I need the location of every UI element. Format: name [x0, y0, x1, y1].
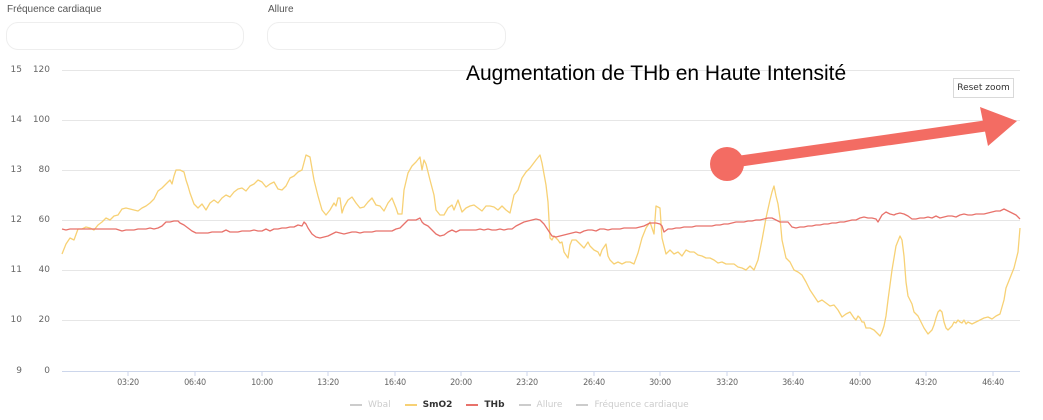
legend-item-smo2[interactable]: SmO2 — [404, 400, 453, 410]
smo2-series-line — [61, 154, 1021, 337]
y-left-tick: 11 — [10, 265, 22, 275]
y-left-tick: 13 — [10, 165, 22, 175]
legend-item-thb[interactable]: THb — [466, 400, 505, 410]
x-tick: 30:00 — [649, 378, 671, 388]
legend-swatch-icon — [404, 404, 417, 406]
legend-item-wbal[interactable]: Wbal — [350, 400, 391, 410]
y-right-tick: 120 — [32, 65, 50, 75]
chart-legend: Wbal SmO2 THb Allure Fréquence cardiaque — [350, 400, 689, 410]
legend-label: Allure — [536, 400, 563, 410]
legend-label: Fréquence cardiaque — [594, 400, 689, 410]
y-right-tick: 20 — [38, 315, 50, 325]
y-right-tick: 0 — [44, 366, 50, 376]
annotation-dot — [710, 147, 744, 181]
y-left-tick: 14 — [10, 115, 22, 125]
y-right-tick: 60 — [38, 215, 50, 225]
x-tick: 13:20 — [317, 378, 339, 388]
legend-label: THb — [484, 400, 505, 410]
legend-swatch-icon — [466, 404, 479, 406]
reset-zoom-button[interactable]: Reset zoom — [953, 78, 1014, 98]
y-left-tick: 10 — [10, 315, 22, 325]
thb-series-line — [61, 208, 1021, 239]
y-left-tick: 12 — [10, 215, 22, 225]
y-left-tick: 15 — [10, 65, 22, 75]
heart-rate-label: Fréquence cardiaque — [7, 4, 102, 15]
pace-label: Allure — [268, 4, 294, 15]
annotation-title: Augmentation de THb en Haute Intensité — [466, 62, 847, 85]
x-tick: 10:00 — [251, 378, 273, 388]
legend-item-allure[interactable]: Allure — [518, 400, 563, 410]
x-tick: 16:40 — [384, 378, 406, 388]
x-tick: 43:20 — [915, 378, 937, 388]
legend-swatch-icon — [576, 404, 589, 406]
legend-item-heart-rate[interactable]: Fréquence cardiaque — [576, 400, 689, 410]
legend-swatch-icon — [350, 404, 362, 406]
x-tick: 23:20 — [516, 378, 538, 388]
y-right-tick: 100 — [32, 115, 50, 125]
x-tick: 36:40 — [782, 378, 804, 388]
x-tick: 46:40 — [982, 378, 1004, 388]
x-tick: 20:00 — [450, 378, 472, 388]
x-tick: 03:20 — [117, 378, 139, 388]
legend-label: Wbal — [368, 400, 391, 410]
x-tick: 26:40 — [583, 378, 605, 388]
heart-rate-input[interactable] — [6, 22, 244, 50]
grid-lines — [62, 70, 1020, 321]
legend-swatch-icon — [518, 404, 531, 406]
pace-input[interactable] — [267, 22, 506, 50]
y-right-tick: 80 — [38, 165, 50, 175]
x-axis-ticks — [127, 371, 994, 376]
y-right-tick: 40 — [38, 265, 50, 275]
x-tick: 06:40 — [184, 378, 206, 388]
annotation-arrow — [710, 107, 1017, 181]
legend-label: SmO2 — [422, 400, 453, 410]
y-left-tick: 9 — [16, 366, 22, 376]
x-tick: 40:00 — [849, 378, 871, 388]
x-tick: 33:20 — [716, 378, 738, 388]
